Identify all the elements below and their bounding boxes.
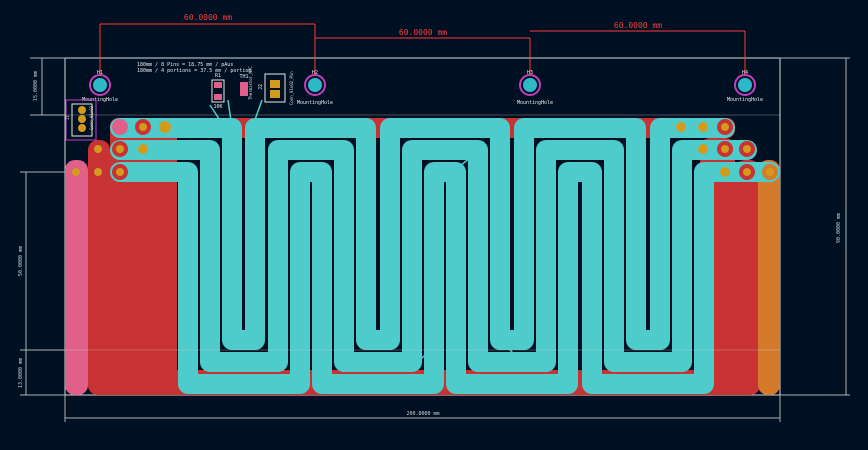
dimension-left-top[interactable]: 15.0000 mm	[30, 57, 65, 116]
dimension-right[interactable]: 90.0000 mm	[780, 57, 850, 396]
red-strip-3	[132, 118, 177, 380]
j2-ref: J2	[258, 84, 264, 90]
dimension-left-bottom[interactable]: 13.0000 mm	[18, 350, 65, 396]
dimension-label: 50.0000 mm	[18, 246, 24, 276]
trace-inner[interactable]	[110, 162, 780, 394]
resistor-r1[interactable]: R1 10K	[211, 73, 225, 110]
pad-hole	[116, 168, 124, 176]
dimension-bottom[interactable]: 200.0000 mm	[64, 395, 781, 422]
j1-ref: J1	[65, 115, 70, 120]
th1-value: Thermistor_NTC	[248, 66, 253, 100]
orange-strip-right	[758, 160, 780, 395]
mounting-hole-h2[interactable]: H2 MountingHole	[297, 70, 333, 106]
pad[interactable]	[138, 144, 148, 154]
pad-hole	[116, 145, 124, 153]
heater-trace[interactable]	[110, 118, 780, 394]
connector-j2[interactable]: J2 Conn_01x02_Pin	[258, 71, 294, 105]
red-strip-2	[110, 118, 132, 386]
pad-hole	[721, 145, 729, 153]
dimension-top-2[interactable]: 60.0000 mm	[315, 28, 531, 75]
dimension-label: 15.0000 mm	[33, 71, 39, 101]
pad-hole	[743, 168, 751, 176]
pad-hole	[721, 123, 729, 131]
j1-value: Conn_01x03	[89, 105, 94, 130]
pad-hole	[94, 145, 102, 153]
dimension-label: 60.0000 mm	[184, 13, 232, 22]
hole-label: MountingHole	[82, 97, 118, 103]
dimension-label: 200.0000 mm	[406, 411, 439, 417]
dimension-left-mid[interactable]: 50.0000 mm	[18, 171, 65, 351]
note-line-2: 180mm / 4 portions = 37.5 mm / portion	[137, 68, 251, 74]
mounting-hole-h3[interactable]: H3 MountingHole	[517, 70, 553, 106]
dimension-label: 13.0000 mm	[18, 358, 24, 388]
hole-label: MountingHole	[297, 100, 333, 106]
pad-hole	[766, 168, 774, 176]
hole-label: MountingHole	[727, 97, 763, 103]
pad-hole	[743, 145, 751, 153]
dimension-label: 90.0000 mm	[836, 213, 842, 243]
thermistor-th1[interactable]: TH1 Thermistor_NTC	[239, 66, 253, 100]
red-strip-1	[88, 140, 110, 395]
pink-strip-left	[65, 160, 88, 395]
dimension-top-1[interactable]: 60.0000 mm	[99, 13, 316, 75]
pad[interactable]	[698, 144, 708, 154]
dimension-label: 60.0000 mm	[399, 28, 447, 37]
pad[interactable]	[159, 121, 171, 133]
red-strip-right-2	[735, 160, 760, 395]
j2-value: Conn_01x02_Pin	[289, 71, 294, 105]
hole-label: MountingHole	[517, 100, 553, 106]
dimension-top-3[interactable]: 60.0000 mm	[530, 21, 746, 75]
pad-hole	[94, 168, 102, 176]
pad-hole	[139, 123, 147, 131]
trace-outer[interactable]	[110, 118, 735, 350]
trace-mid[interactable]	[110, 140, 757, 372]
r1-ref: R1	[215, 73, 221, 79]
dimension-label: 60.0000 mm	[614, 21, 662, 30]
th1-ref: TH1	[239, 74, 248, 80]
r1-value: 10K	[213, 104, 222, 110]
connector-j1[interactable]: J1 Conn_01x03	[65, 99, 97, 141]
note-line-1: 180mm / 8 Pins = 18.75 mm / pAus	[137, 62, 233, 68]
pad[interactable]	[112, 119, 128, 135]
pad[interactable]	[676, 122, 686, 132]
pad-hole	[72, 168, 80, 176]
trace-pads[interactable]	[68, 119, 778, 180]
pad[interactable]	[720, 167, 730, 177]
pad[interactable]	[698, 122, 708, 132]
